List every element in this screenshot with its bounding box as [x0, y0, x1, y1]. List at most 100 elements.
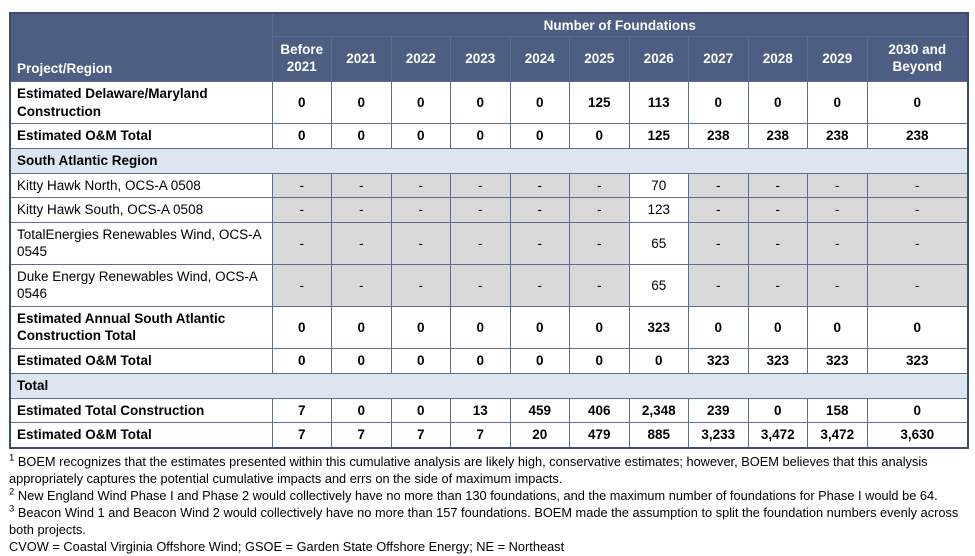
column-header-2025: 2025	[569, 36, 630, 82]
cell-value: -	[807, 263, 868, 307]
foundations-table: Project/Region Number of Foundations Bef…	[9, 12, 970, 449]
cell-value: 0	[271, 348, 332, 374]
column-header-2029: 2029	[807, 36, 868, 82]
cell-value: 3,630	[866, 422, 969, 449]
table-row-totalenergies-renewables-wind-ocs-a-0545: TotalEnergies Renewables Wind, OCS-A 054…	[9, 221, 969, 265]
cell-value: -	[747, 197, 808, 223]
footnote-3: 3 Beacon Wind 1 and Beacon Wind 2 would …	[9, 504, 965, 538]
cell-value: 0	[331, 123, 392, 149]
cell-value: -	[569, 197, 630, 223]
cell-value: 0	[688, 305, 749, 350]
cell-value: -	[271, 263, 332, 307]
footnote-2: 2 New England Wind Phase I and Phase 2 w…	[9, 487, 965, 504]
row-label: Estimated O&M Total	[9, 348, 273, 374]
cell-value: -	[450, 263, 511, 307]
cell-value: -	[569, 172, 630, 199]
table-row-duke-energy-renewables-wind-ocs-a-0546: Duke Energy Renewables Wind, OCS-A 0546-…	[9, 263, 969, 307]
cell-value: -	[390, 221, 451, 265]
cell-value: -	[271, 197, 332, 223]
cell-value: 0	[450, 80, 511, 125]
cell-value: -	[569, 221, 630, 265]
cell-value: -	[688, 172, 749, 199]
cell-value: -	[509, 197, 570, 223]
table-row-estimated-o-m-total: Estimated O&M Total 7 7 7 7 20 479 885 3,233 3,47…	[9, 422, 969, 449]
footnote-text: BOEM recognizes that the estimates prese…	[9, 453, 928, 486]
row-label: Estimated Delaware/Maryland Construction	[9, 80, 273, 125]
cell-value: -	[747, 221, 808, 265]
cell-value: 0	[271, 123, 332, 149]
cell-value: 0	[807, 80, 868, 125]
column-header-2023: 2023	[450, 36, 511, 82]
cell-value: 238	[807, 123, 868, 149]
cell-value: 0	[271, 80, 332, 125]
cell-value: 0	[688, 80, 749, 125]
column-header-2030-and-beyond: 2030 and Beyond	[866, 36, 969, 82]
cell-value: 3,472	[747, 422, 808, 449]
column-header-2021: 2021	[331, 36, 392, 82]
cell-value: 406	[569, 397, 630, 424]
cell-value: 323	[807, 348, 868, 374]
table-row-estimated-o-m-total: Estimated O&M Total 0 0 0 0 0 0 125 238 238 238 238	[9, 123, 969, 149]
cell-value: 0	[866, 397, 969, 424]
cell-value: -	[450, 197, 511, 223]
cell-value: -	[866, 263, 969, 307]
row-label: Duke Energy Renewables Wind, OCS-A 0546	[9, 263, 273, 307]
cell-value: 479	[569, 422, 630, 449]
cell-value: 13	[450, 397, 511, 424]
cell-value: -	[450, 221, 511, 265]
cell-value: 0	[331, 80, 392, 125]
cell-value: 0	[747, 397, 808, 424]
section-row-total: Total	[9, 372, 969, 399]
title-header-row: Project/Region Number of Foundations	[9, 12, 969, 82]
cell-value: 0	[866, 80, 969, 125]
cell-value: 125	[569, 80, 630, 125]
cell-value: 0	[390, 397, 451, 424]
year-header-row: Before 2021 2021 2022 2023 2024 2025 2026 2027 2…	[10, 36, 969, 82]
cell-value: 0	[331, 348, 392, 374]
cell-value: 0	[866, 305, 969, 350]
footnote-1: 1 BOEM recognizes that the estimates pre…	[9, 453, 965, 487]
cell-value: -	[331, 221, 392, 265]
cell-value: -	[390, 197, 451, 223]
cell-value: 0	[509, 123, 570, 149]
footnote-text: New England Wind Phase I and Phase 2 wou…	[17, 487, 938, 503]
cell-value: -	[450, 172, 511, 199]
section-row-south-atlantic-region: South Atlantic Region	[9, 147, 969, 174]
cell-value: -	[390, 263, 451, 307]
table-row-estimated-delaware-maryland-construction: Estimated Delaware/Maryland Construction…	[9, 80, 969, 125]
cell-value: 0	[747, 80, 808, 125]
cell-value: -	[271, 221, 332, 265]
column-header-project-region: Project/Region	[9, 12, 273, 82]
cell-value: 459	[509, 397, 570, 424]
cell-value: 0	[569, 305, 630, 350]
cell-value: -	[866, 197, 969, 223]
cell-value: -	[747, 172, 808, 199]
row-label: Estimated O&M Total	[9, 422, 273, 449]
row-label: TotalEnergies Renewables Wind, OCS-A 054…	[9, 221, 273, 265]
table-row-estimated-total-construction: Estimated Total Construction 7 0 0 13 459 406 2…	[9, 397, 969, 424]
row-label: Kitty Hawk South, OCS-A 0508	[9, 197, 273, 223]
cell-value: -	[331, 172, 392, 199]
cell-value: 0	[747, 305, 808, 350]
cell-value: 65	[628, 221, 689, 265]
footnote-text: CVOW = Coastal Virginia Offshore Wind; G…	[9, 539, 565, 555]
cell-value: 113	[628, 80, 689, 125]
cell-value: 0	[569, 348, 630, 374]
cell-value: 0	[628, 348, 689, 374]
footnotes: 1 BOEM recognizes that the estimates pre…	[9, 453, 965, 556]
cell-value: -	[509, 263, 570, 307]
footnote-marker: 1	[9, 452, 15, 464]
cell-value: 0	[509, 348, 570, 374]
cell-value: 0	[450, 348, 511, 374]
column-header-2022: 2022	[390, 36, 451, 82]
table-row-estimated-annual-south-atlantic-construction-total: Estimated Annual South Atlantic Construc…	[9, 305, 969, 350]
cell-value: -	[807, 221, 868, 265]
cell-value: -	[866, 221, 969, 265]
cell-value: 7	[331, 422, 392, 449]
cell-value: 323	[866, 348, 969, 374]
cell-value: -	[509, 221, 570, 265]
cell-value: 0	[390, 348, 451, 374]
cell-value: 0	[450, 305, 511, 350]
cell-value: 7	[450, 422, 511, 449]
cell-value: 0	[509, 80, 570, 125]
